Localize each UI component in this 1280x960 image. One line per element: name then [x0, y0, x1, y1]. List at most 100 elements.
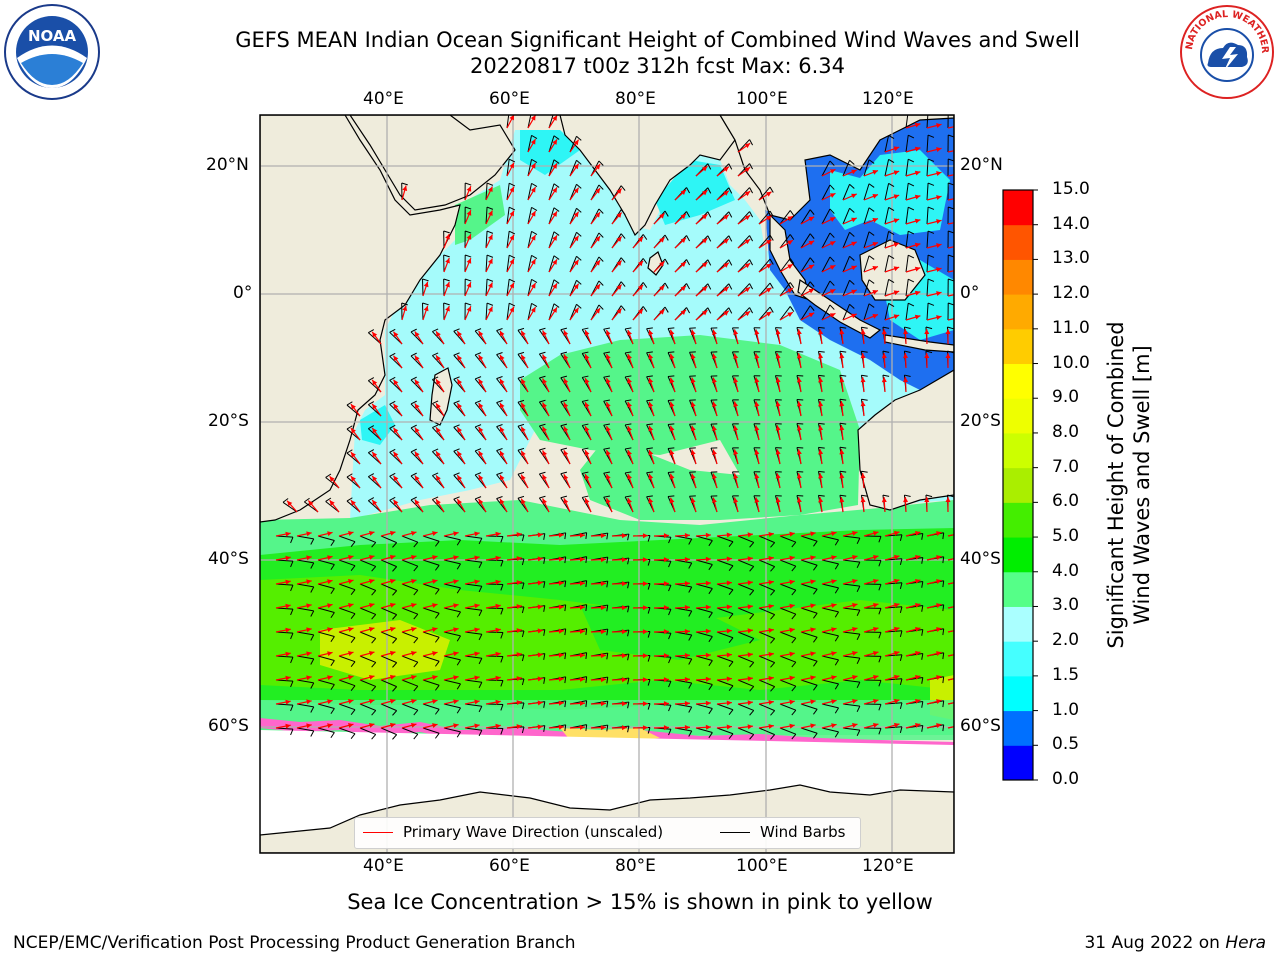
- wave-direction-arrow: [527, 556, 543, 562]
- wave-direction-arrow: [485, 186, 493, 201]
- wind-barb: [716, 655, 734, 668]
- wave-direction-arrow: [653, 629, 670, 635]
- wave-direction-arrow: [542, 378, 550, 393]
- wave-direction-arrow: [359, 650, 375, 657]
- wave-direction-arrow: [863, 313, 879, 321]
- wind-barb: [674, 607, 693, 617]
- wind-barb: [758, 258, 774, 273]
- wave-direction-arrow: [456, 474, 466, 489]
- wave-direction-arrow: [338, 675, 354, 681]
- wave-direction-arrow: [611, 284, 623, 297]
- wave-direction-arrow: [605, 401, 613, 417]
- wind-barb: [359, 583, 377, 596]
- wind-barb: [800, 583, 818, 595]
- wave-direction-arrow: [380, 698, 396, 705]
- wind-barb: [275, 535, 294, 544]
- wind-barb: [821, 232, 835, 249]
- wind-barb: [842, 207, 855, 225]
- wind-barb: [842, 631, 861, 641]
- wave-direction-arrow: [307, 500, 319, 513]
- wind-barb: [821, 583, 839, 594]
- colorbar-tick-label: 11.0: [1052, 317, 1090, 338]
- wave-direction-arrow: [359, 602, 375, 609]
- wind-barb: [359, 679, 377, 692]
- colorbar-cell: [1003, 537, 1033, 573]
- wind-barb: [758, 607, 776, 620]
- wave-direction-arrow: [737, 532, 753, 538]
- wind-barb: [275, 679, 294, 688]
- wave-direction-arrow: [414, 475, 424, 489]
- wave-direction-arrow: [905, 242, 921, 249]
- swell-region: [520, 335, 860, 520]
- wave-direction-arrow: [350, 499, 361, 513]
- wave-direction-arrow: [779, 627, 795, 633]
- wave-direction-arrow: [945, 328, 951, 345]
- wave-direction-arrow: [548, 580, 564, 586]
- wind-barb: [380, 655, 398, 668]
- wave-direction-arrow: [884, 530, 900, 537]
- wind-barb: [464, 583, 483, 593]
- wave-direction-arrow: [863, 217, 879, 225]
- wave-direction-arrow: [758, 239, 772, 249]
- wind-barb: [716, 583, 734, 596]
- wave-direction-arrow: [758, 263, 772, 273]
- wind-barb: [779, 282, 795, 297]
- wave-direction-arrow: [380, 650, 396, 657]
- wave-direction-arrow: [371, 475, 382, 489]
- wave-direction-arrow: [422, 627, 438, 633]
- wave-direction-arrow: [401, 554, 417, 561]
- wave-direction-arrow: [690, 425, 697, 441]
- wind-barb: [317, 679, 335, 691]
- wave-direction-arrow: [712, 401, 718, 417]
- wind-barb: [296, 631, 315, 641]
- wave-direction-arrow: [754, 449, 760, 465]
- wave-direction-arrow: [945, 496, 951, 513]
- wave-direction-arrow: [926, 699, 942, 705]
- wind-barb: [359, 703, 377, 716]
- wind-barb: [884, 302, 895, 321]
- wave-direction-arrow: [590, 211, 601, 225]
- wave-direction-arrow: [947, 653, 954, 657]
- wave-direction-arrow: [627, 425, 634, 441]
- wave-direction-arrow: [443, 723, 459, 729]
- wave-direction-arrow: [584, 473, 592, 489]
- wave-direction-arrow: [499, 402, 508, 417]
- wind-barb: [359, 607, 377, 620]
- wave-direction-arrow: [863, 241, 879, 249]
- wind-barb: [842, 655, 861, 665]
- wave-direction-arrow: [737, 142, 751, 153]
- wave-direction-arrow: [926, 291, 942, 297]
- wave-direction-arrow: [422, 699, 438, 705]
- wind-barb-line-icon: [720, 832, 750, 833]
- colorbar-cell: [1003, 224, 1033, 260]
- wave-direction-arrow: [863, 265, 879, 273]
- wind-barb: [863, 679, 882, 687]
- wind-barb: [359, 631, 377, 644]
- wave-direction-arrow: [443, 627, 459, 633]
- wave-direction-arrow: [695, 580, 712, 586]
- wave-direction-arrow: [317, 627, 333, 633]
- wave-direction-arrow: [464, 233, 472, 249]
- wave-direction-arrow: [563, 330, 571, 345]
- wave-direction-arrow: [506, 210, 515, 225]
- wave-direction-arrow: [775, 473, 781, 489]
- wind-barb: [527, 182, 538, 201]
- wind-barb: [380, 703, 398, 716]
- wave-direction-arrow: [359, 674, 375, 681]
- wind-barb: [359, 655, 377, 668]
- wind-barb: [548, 159, 560, 177]
- wave-direction-arrow: [881, 376, 887, 393]
- wave-direction-arrow: [716, 310, 730, 321]
- wave-direction-arrow: [485, 258, 493, 273]
- wave-direction-arrow: [443, 651, 459, 657]
- wave-direction-arrow: [842, 313, 857, 321]
- wind-barb: [506, 115, 510, 129]
- wave-direction-arrow: [653, 653, 670, 659]
- wave-direction-arrow: [674, 189, 687, 201]
- wave-direction-arrow: [527, 580, 543, 586]
- wind-barb: [737, 703, 755, 716]
- wave-direction-arrow: [464, 555, 480, 561]
- wave-direction-arrow: [527, 186, 537, 201]
- wind-barb: [905, 254, 915, 273]
